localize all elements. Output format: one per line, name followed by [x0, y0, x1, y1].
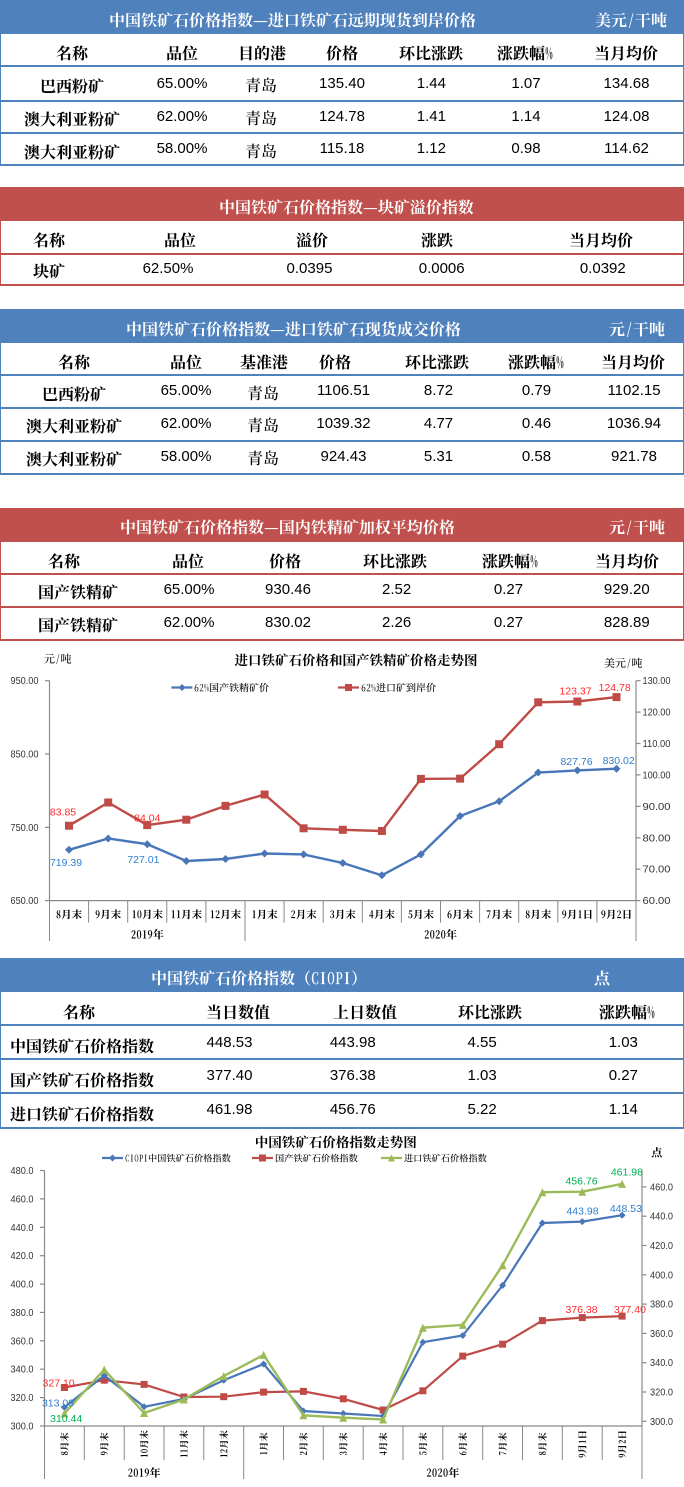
svg-text:310.44: 310.44 — [50, 1413, 82, 1425]
svg-text:120.00: 120.00 — [643, 707, 671, 719]
svg-text:360.0: 360.0 — [11, 1335, 34, 1347]
svg-text:400.0: 400.0 — [11, 1279, 34, 1291]
svg-text:719.39: 719.39 — [50, 857, 82, 869]
svg-text:420.0: 420.0 — [11, 1250, 34, 1262]
svg-text:440.0: 440.0 — [650, 1211, 673, 1223]
svg-text:320.0: 320.0 — [650, 1387, 673, 1399]
svg-text:376.38: 376.38 — [565, 1304, 597, 1316]
svg-text:830.02: 830.02 — [603, 755, 635, 767]
svg-text:327.10: 327.10 — [43, 1378, 75, 1390]
svg-text:300.0: 300.0 — [650, 1416, 673, 1428]
svg-text:950.00: 950.00 — [11, 675, 39, 687]
svg-text:460.0: 460.0 — [650, 1181, 673, 1193]
svg-text:300.0: 300.0 — [11, 1421, 34, 1433]
svg-text:456.76: 456.76 — [565, 1176, 597, 1188]
svg-text:850.00: 850.00 — [11, 749, 39, 761]
svg-text:60.00: 60.00 — [643, 895, 671, 907]
svg-text:123.37: 123.37 — [559, 686, 591, 698]
svg-text:313.09: 313.09 — [42, 1398, 74, 1410]
svg-text:440.0: 440.0 — [11, 1222, 34, 1234]
svg-text:460.0: 460.0 — [11, 1193, 34, 1205]
svg-text:124.78: 124.78 — [599, 682, 631, 694]
svg-text:443.98: 443.98 — [566, 1206, 598, 1218]
svg-text:827.76: 827.76 — [560, 756, 592, 768]
svg-text:380.0: 380.0 — [11, 1307, 34, 1319]
svg-text:84.04: 84.04 — [134, 812, 160, 824]
svg-text:100.00: 100.00 — [643, 769, 671, 781]
svg-text:80.00: 80.00 — [643, 832, 671, 844]
svg-text:70.00: 70.00 — [643, 864, 671, 876]
svg-text:360.0: 360.0 — [650, 1328, 673, 1340]
svg-text:380.0: 380.0 — [650, 1299, 673, 1311]
svg-text:110.00: 110.00 — [643, 738, 671, 750]
svg-text:340.0: 340.0 — [650, 1357, 673, 1369]
svg-text:727.01: 727.01 — [127, 854, 159, 866]
svg-text:461.98: 461.98 — [611, 1167, 643, 1179]
svg-text:83.85: 83.85 — [50, 807, 76, 819]
svg-text:448.53: 448.53 — [610, 1203, 642, 1215]
svg-text:130.00: 130.00 — [643, 675, 671, 687]
svg-text:320.0: 320.0 — [11, 1392, 34, 1404]
svg-text:377.40: 377.40 — [614, 1304, 646, 1316]
svg-text:90.00: 90.00 — [643, 801, 671, 813]
svg-text:400.0: 400.0 — [650, 1269, 673, 1281]
svg-text:340.0: 340.0 — [11, 1364, 34, 1376]
svg-text:750.00: 750.00 — [11, 822, 39, 834]
svg-text:650.00: 650.00 — [11, 895, 39, 907]
svg-text:480.0: 480.0 — [11, 1165, 34, 1177]
svg-text:420.0: 420.0 — [650, 1240, 673, 1252]
